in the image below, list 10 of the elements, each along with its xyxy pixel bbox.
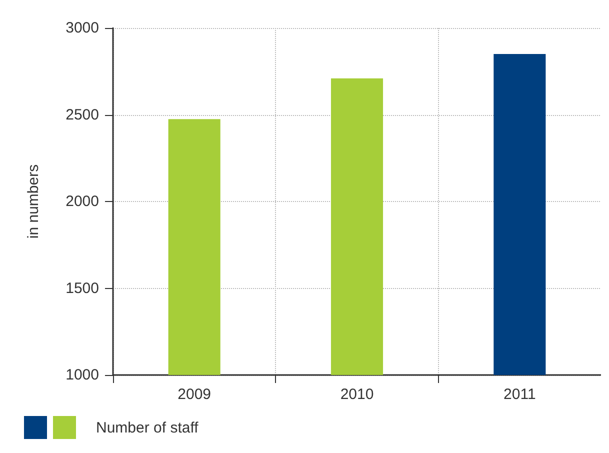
x-tick-label: 2011 [504,386,536,403]
x-tick-label: 2009 [178,386,212,403]
y-tick-label: 3000 [66,20,99,36]
y-tick-label: 1000 [66,366,99,384]
y-axis-title: in numbers [25,164,42,239]
y-tick-label: 2000 [66,193,99,210]
y-tick-label: 2500 [66,106,99,124]
y-tick-label: 1500 [66,280,99,297]
x-tick-label: 2010 [340,386,374,403]
legend-label: Number of staff [96,420,200,436]
